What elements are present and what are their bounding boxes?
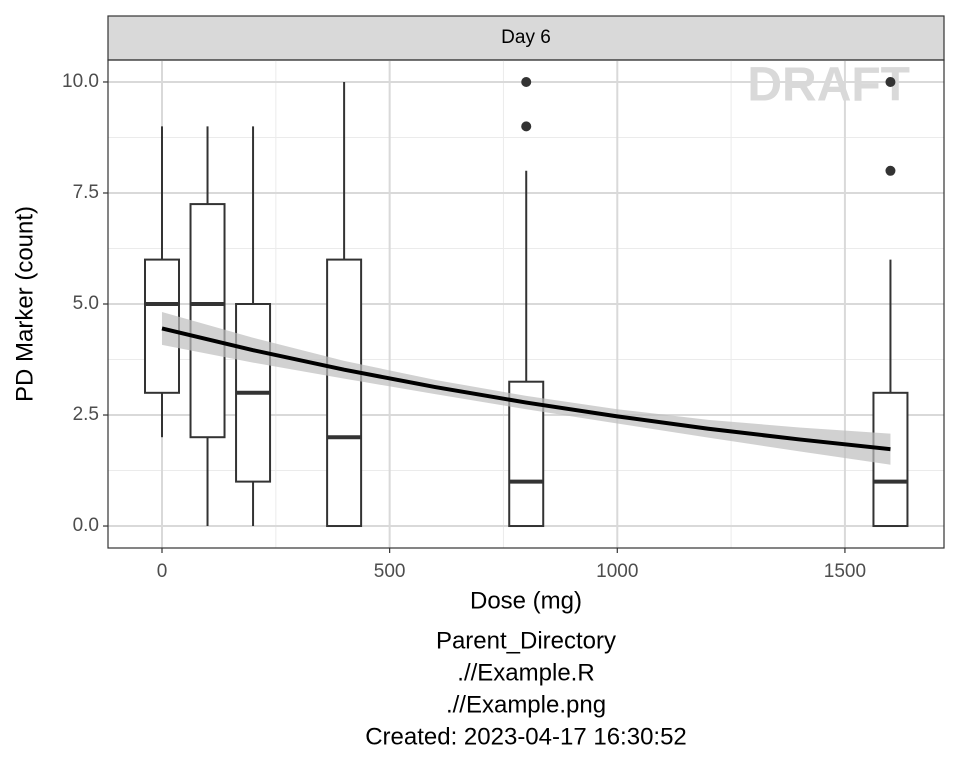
y-tick-label: 10.0: [62, 71, 99, 92]
y-tick-label: 0.0: [73, 515, 99, 536]
outlier: [521, 76, 532, 87]
caption-line: Parent_Directory: [436, 627, 616, 654]
y-axis-title: PD Marker (count): [11, 206, 38, 402]
outlier: [885, 165, 896, 176]
caption-line: .//Example.png: [446, 691, 606, 718]
facet-label: Day 6: [501, 27, 551, 48]
outlier: [885, 76, 896, 87]
x-tick-label: 0: [157, 561, 168, 582]
x-tick-label: 500: [374, 561, 406, 582]
x-axis-title: Dose (mg): [470, 587, 582, 614]
caption-line: .//Example.R: [457, 659, 594, 686]
watermark: DRAFT: [747, 59, 910, 112]
outlier: [521, 121, 532, 132]
smooth-line: [161, 326, 891, 452]
box: [189, 203, 226, 439]
confidence-band: [161, 311, 891, 465]
y-tick-label: 5.0: [73, 293, 99, 314]
caption-line: Created: 2023-04-17 16:30:52: [365, 723, 687, 750]
panel-border: [107, 59, 945, 549]
x-tick-label: 1000: [596, 561, 638, 582]
facet-strip: [107, 15, 945, 61]
x-tick-label: 1500: [824, 561, 866, 582]
y-tick-label: 7.5: [73, 182, 99, 203]
box: [326, 258, 363, 528]
y-tick-label: 2.5: [73, 404, 99, 425]
